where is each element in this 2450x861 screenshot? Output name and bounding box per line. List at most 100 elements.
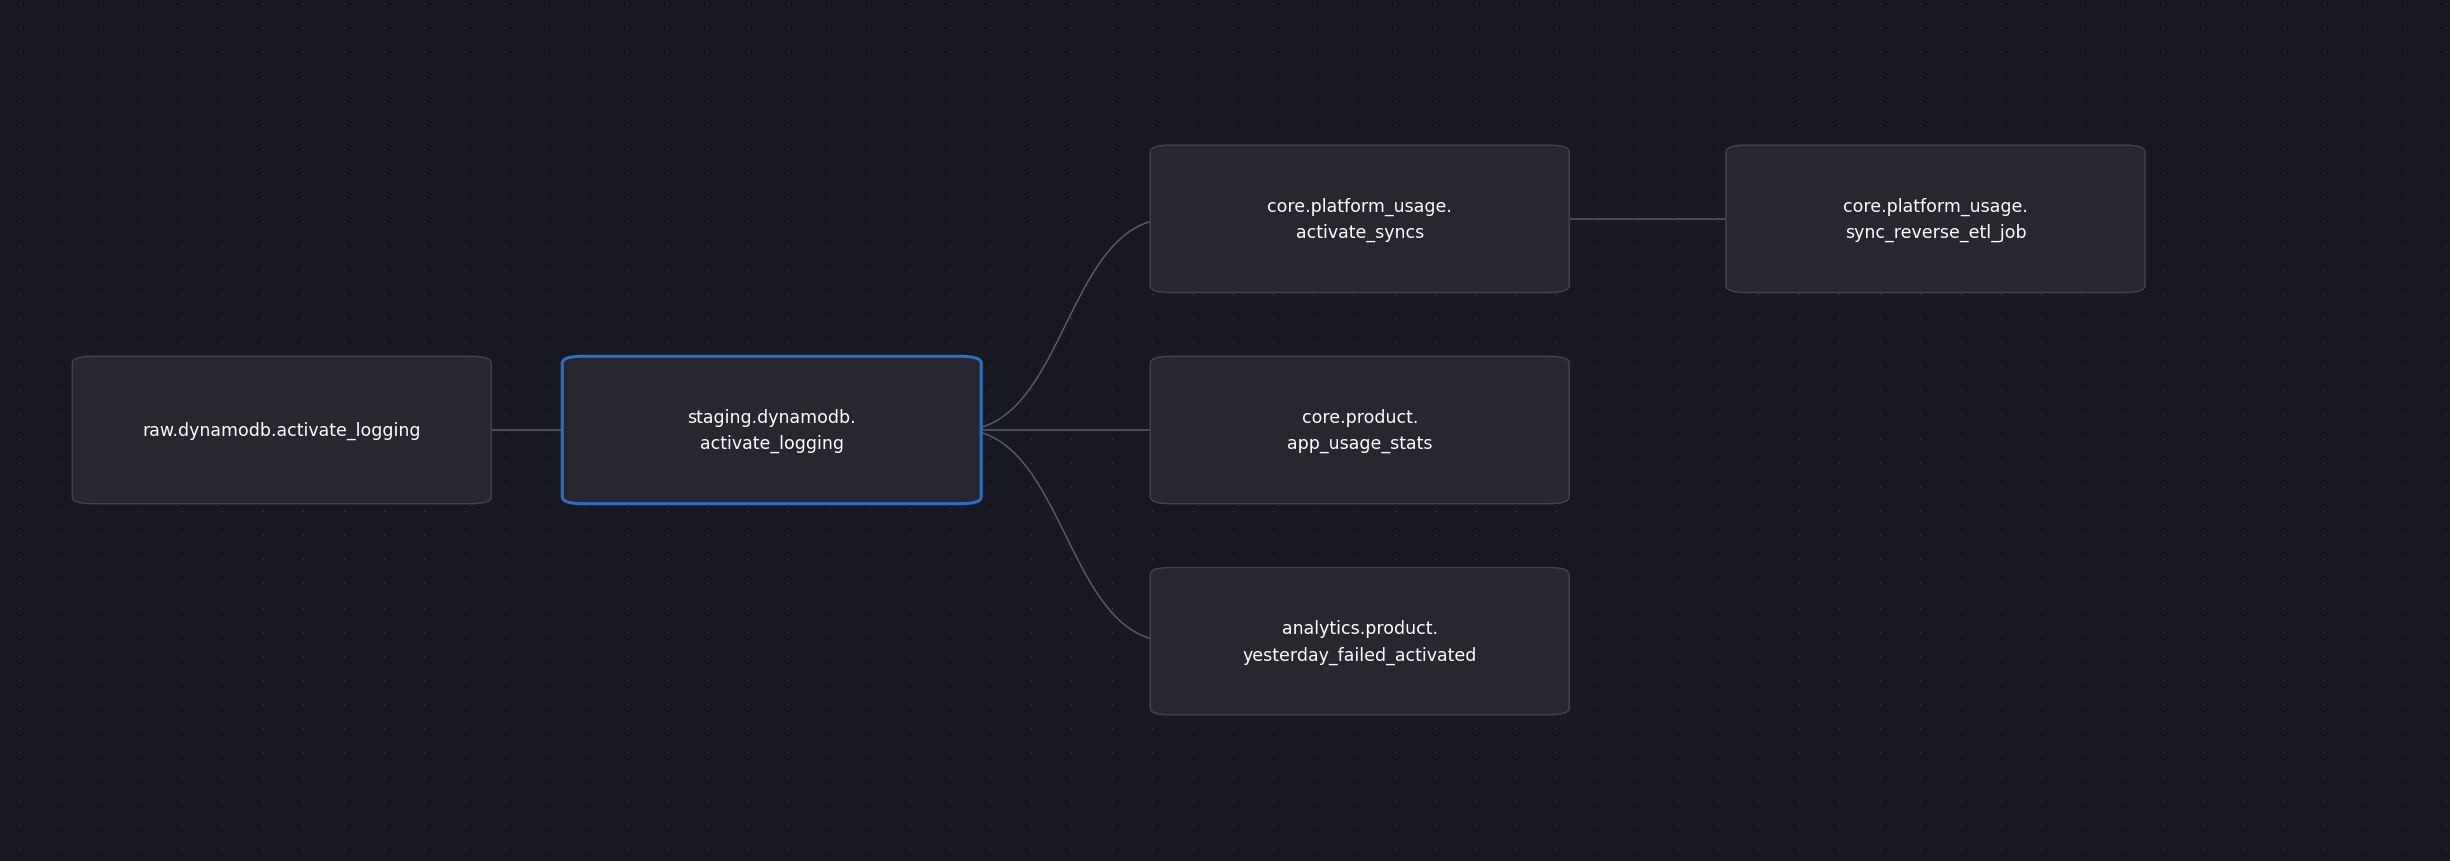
Point — [1374, 601, 1414, 615]
Point — [2183, 167, 2222, 181]
Point — [1740, 191, 1779, 205]
Point — [2264, 239, 2303, 253]
Point — [1093, 408, 1132, 422]
Point — [42, 167, 81, 181]
Point — [1374, 288, 1414, 301]
Point — [162, 0, 201, 12]
Point — [0, 770, 39, 784]
Point — [323, 263, 363, 277]
Point — [2144, 0, 2183, 12]
Point — [850, 71, 889, 84]
Point — [1901, 215, 1940, 229]
Point — [2021, 625, 2060, 639]
Point — [2225, 215, 2264, 229]
Point — [1051, 191, 1090, 205]
Point — [769, 288, 808, 301]
Point — [323, 432, 363, 446]
Point — [1213, 71, 1252, 84]
Point — [1659, 505, 1698, 518]
Point — [1174, 842, 1213, 856]
Point — [2426, 263, 2450, 277]
Point — [2183, 625, 2222, 639]
Point — [2426, 456, 2450, 470]
Point — [1659, 384, 1698, 398]
Point — [1132, 456, 1171, 470]
Point — [2386, 505, 2425, 518]
Point — [1497, 625, 1536, 639]
Point — [1374, 239, 1414, 253]
Point — [931, 673, 970, 687]
Point — [608, 71, 647, 84]
Point — [485, 46, 524, 60]
Point — [808, 432, 848, 446]
Point — [647, 673, 686, 687]
Point — [2305, 505, 2345, 518]
Point — [2386, 456, 2425, 470]
Point — [81, 263, 120, 277]
Point — [1740, 529, 1779, 542]
Point — [284, 143, 323, 157]
Point — [1497, 312, 1536, 325]
Point — [1374, 46, 1414, 60]
Point — [2021, 601, 2060, 615]
Point — [2144, 191, 2183, 205]
Point — [2264, 167, 2303, 181]
Point — [1335, 842, 1374, 856]
Point — [1940, 191, 1980, 205]
Point — [931, 529, 970, 542]
Point — [808, 842, 848, 856]
Point — [0, 480, 39, 494]
Point — [1940, 529, 1980, 542]
Point — [2264, 722, 2303, 735]
Point — [2345, 794, 2384, 808]
Point — [1578, 722, 1617, 735]
Point — [769, 746, 808, 759]
Point — [42, 625, 81, 639]
Point — [162, 360, 201, 374]
Point — [1536, 191, 1575, 205]
Point — [970, 818, 1009, 832]
Point — [2264, 649, 2303, 663]
Point — [1659, 577, 1698, 591]
Point — [1779, 95, 1818, 108]
Point — [850, 360, 889, 374]
Point — [769, 336, 808, 350]
Point — [2102, 625, 2141, 639]
Point — [1294, 553, 1333, 567]
Point — [769, 625, 808, 639]
Point — [2426, 770, 2450, 784]
Point — [2183, 432, 2222, 446]
Point — [203, 191, 243, 205]
Point — [1698, 167, 1737, 181]
Point — [404, 46, 443, 60]
Point — [2264, 673, 2303, 687]
Point — [2345, 46, 2384, 60]
Point — [2102, 697, 2141, 711]
Point — [850, 143, 889, 157]
Point — [1617, 770, 1656, 784]
Point — [1536, 770, 1575, 784]
Point — [2264, 480, 2303, 494]
Point — [1698, 818, 1737, 832]
Point — [1335, 625, 1374, 639]
Point — [203, 0, 243, 12]
Point — [1213, 601, 1252, 615]
Point — [2305, 553, 2345, 567]
Point — [1132, 505, 1171, 518]
Point — [1578, 143, 1617, 157]
Point — [1093, 649, 1132, 663]
Point — [608, 360, 647, 374]
Point — [81, 360, 120, 374]
Point — [162, 673, 201, 687]
Point — [2345, 288, 2384, 301]
Point — [1174, 167, 1213, 181]
Point — [2386, 263, 2425, 277]
Point — [1617, 263, 1656, 277]
Point — [608, 263, 647, 277]
Point — [2305, 167, 2345, 181]
Point — [2102, 553, 2141, 567]
Point — [1051, 746, 1090, 759]
Point — [2102, 95, 2141, 108]
Point — [808, 191, 848, 205]
Point — [2144, 384, 2183, 398]
